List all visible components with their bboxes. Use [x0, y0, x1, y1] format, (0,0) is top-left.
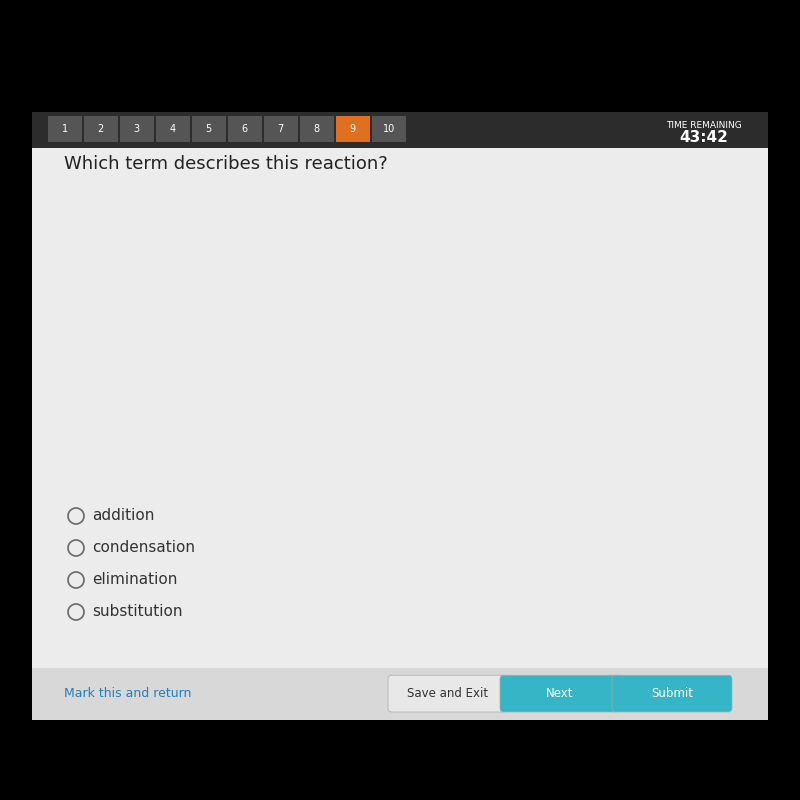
Text: 43:42: 43:42: [679, 130, 729, 145]
Text: 4: 4: [170, 124, 176, 134]
Text: TIME REMAINING: TIME REMAINING: [666, 121, 742, 130]
Text: 3: 3: [134, 124, 140, 134]
Text: Next: Next: [546, 687, 574, 700]
Text: Save and Exit: Save and Exit: [407, 687, 489, 700]
Text: C: C: [563, 335, 575, 353]
Text: 1: 1: [62, 124, 68, 134]
Text: H: H: [510, 335, 525, 353]
Text: 9: 9: [350, 124, 356, 134]
Text: H: H: [98, 379, 113, 397]
Text: H: H: [643, 395, 658, 413]
Text: Mark this and return: Mark this and return: [64, 687, 191, 700]
Text: Cl: Cl: [413, 335, 431, 353]
Text: C: C: [644, 335, 657, 353]
Text: substitution: substitution: [92, 605, 182, 619]
Text: elimination: elimination: [92, 573, 178, 587]
Text: C: C: [136, 335, 149, 353]
Text: Cl: Cl: [642, 275, 659, 293]
Text: 6: 6: [242, 124, 248, 134]
Text: 2: 2: [98, 124, 104, 134]
Text: 8: 8: [314, 124, 320, 134]
Text: Cl: Cl: [560, 275, 578, 293]
Text: H: H: [267, 379, 282, 397]
Text: H: H: [562, 395, 577, 413]
Text: Cl: Cl: [339, 335, 358, 353]
Text: C: C: [232, 335, 244, 353]
Text: Submit: Submit: [651, 687, 693, 700]
Text: Which term describes this reaction?: Which term describes this reaction?: [64, 155, 388, 173]
Text: H: H: [267, 291, 282, 309]
Text: +: +: [285, 334, 302, 354]
Text: addition: addition: [92, 509, 154, 523]
Text: 7: 7: [278, 124, 284, 134]
Text: H: H: [694, 335, 709, 353]
Text: H: H: [98, 291, 113, 309]
Text: 5: 5: [206, 124, 212, 134]
Text: 10: 10: [382, 124, 395, 134]
Text: condensation: condensation: [92, 541, 195, 555]
